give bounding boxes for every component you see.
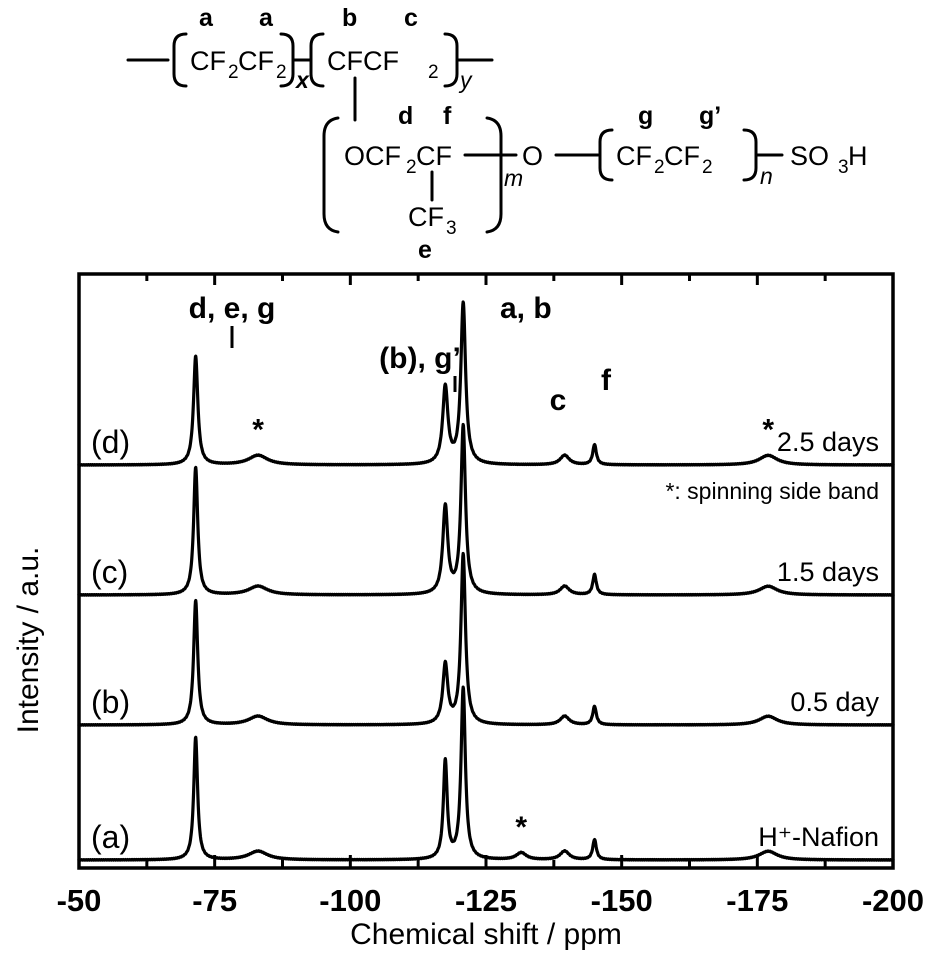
x-tick-label: -150 xyxy=(591,883,653,918)
y-axis-label: Intensity / a.u. xyxy=(12,547,45,734)
trace-label: (a) xyxy=(91,819,130,855)
sideband-footnote: *: spinning side band xyxy=(665,478,879,504)
label-e: e xyxy=(418,236,432,264)
spinning-sideband-star: * xyxy=(515,811,527,844)
structure-svg: a a b c CF 2 CF 2 x CFCF 2 y d f OCF 2 xyxy=(126,4,868,264)
peak-assignment-label: f xyxy=(601,364,612,397)
spinning-sideband-star: * xyxy=(252,413,264,446)
formula-branch-cf: CF xyxy=(408,202,444,232)
formula-unit1-sub1: 2 xyxy=(228,62,239,83)
formula-unit2-sub: 2 xyxy=(428,62,439,83)
formula-unit1-cf2: CF xyxy=(238,46,274,76)
peak-assignment-label: (b), g’ xyxy=(379,342,461,375)
formula-unit2: CFCF xyxy=(327,46,399,76)
y-axis-label-svg: Intensity / a.u. xyxy=(12,547,45,734)
label-g: g xyxy=(638,102,653,130)
peak-assignment-label: c xyxy=(550,384,567,417)
spinning-sideband-star: * xyxy=(762,413,774,446)
label-g-prime: g’ xyxy=(699,102,721,130)
peak-assignment-label: a, b xyxy=(500,292,552,325)
sample-label: 2.5 days xyxy=(777,427,879,457)
bracket-x-open xyxy=(172,32,188,88)
sample-label: 1.5 days xyxy=(777,557,879,587)
bracket-n-open xyxy=(598,128,614,182)
peak-assignment-label: d, e, g xyxy=(189,292,276,325)
formula-unit1-sub2: 2 xyxy=(276,62,287,83)
x-tick-label: -50 xyxy=(57,883,102,918)
x-tick-label: -125 xyxy=(455,883,517,918)
spectrum-trace xyxy=(77,422,895,597)
formula-terminal-sub: 3 xyxy=(838,157,849,178)
formula-terminal-so: SO xyxy=(790,141,829,171)
spectra-traces xyxy=(77,300,895,862)
subscript-x: x xyxy=(294,67,310,93)
trace-label: (b) xyxy=(91,684,130,720)
spectrum-trace xyxy=(77,300,895,467)
x-tick-label: -175 xyxy=(726,883,788,918)
label-f: f xyxy=(443,102,452,130)
formula-tail-sub2: 2 xyxy=(702,157,713,178)
formula-unit1-cf: CF xyxy=(190,46,226,76)
trace-label: (c) xyxy=(91,554,128,590)
x-tick-label: -100 xyxy=(319,883,381,918)
formula-link-o: O xyxy=(522,141,543,171)
x-axis-label: Chemical shift / ppm xyxy=(350,918,622,951)
bracket-m-close xyxy=(485,116,503,234)
formula-tail-sub1: 2 xyxy=(654,157,665,178)
x-axis-label-svg: Chemical shift / ppm xyxy=(350,918,622,951)
formula-terminal-h: H xyxy=(848,141,868,171)
formula-side-ocf: OCF xyxy=(344,141,401,171)
sample-label: H⁺-Nafion xyxy=(758,822,879,852)
subscript-y: y xyxy=(458,67,473,93)
subscript-n: n xyxy=(760,163,773,189)
sample-label: 0.5 day xyxy=(790,687,879,717)
formula-tail-cf: CF xyxy=(616,141,652,171)
x-tick-label: -200 xyxy=(862,883,924,918)
x-axis-ticks xyxy=(145,274,827,868)
bracket-m-open xyxy=(322,116,340,234)
formula-side-cf: CF xyxy=(416,141,452,171)
formula-tail-cf2: CF xyxy=(664,141,700,171)
subscript-m: m xyxy=(504,165,523,191)
label-c: c xyxy=(404,4,418,32)
x-tick-label: -75 xyxy=(192,883,237,918)
plot-text-labels: -50 -75 -100 -125 -150 -175 -200(d) 2.5 days* *(… xyxy=(57,292,924,918)
spectrum-trace xyxy=(77,551,895,727)
formula-side-sub: 2 xyxy=(406,157,417,178)
label-d: d xyxy=(398,102,413,130)
trace-label: (d) xyxy=(91,424,130,460)
spectrum-trace xyxy=(77,685,895,862)
formula-branch-sub: 3 xyxy=(446,218,457,239)
label-b: b xyxy=(342,4,357,32)
label-a1: a xyxy=(199,4,214,32)
label-a2: a xyxy=(259,4,274,32)
